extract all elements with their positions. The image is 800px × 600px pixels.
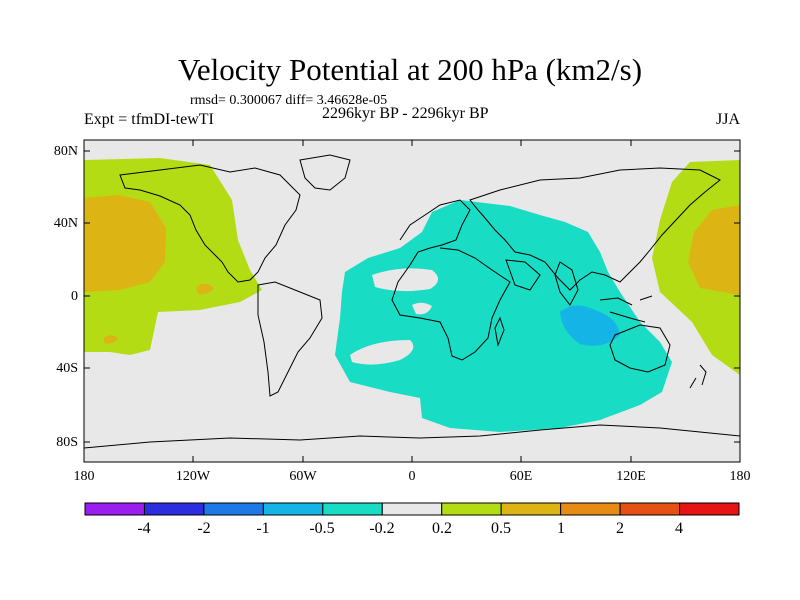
colorbar-label: 1 — [557, 520, 565, 537]
anomaly-gap-tropical-atlantic — [412, 302, 432, 315]
y-tick-label: 80N — [54, 144, 78, 159]
colorbar-box — [381, 502, 443, 516]
colorbar-box — [500, 502, 562, 516]
colorbar-label: 2 — [616, 520, 624, 537]
colorbar-box — [143, 502, 205, 516]
colorbar — [84, 502, 740, 516]
coastlines — [84, 154, 740, 449]
x-tick-label: 60E — [510, 469, 533, 484]
x-tick-label: 120E — [616, 469, 646, 484]
colorbar-box — [262, 502, 324, 516]
colorbar-box — [203, 502, 264, 516]
negative-anomaly-core — [560, 305, 620, 346]
x-tick-label: 180 — [730, 469, 751, 484]
stats-label: rmsd= 0.300067 diff= 3.46628e-05 — [190, 93, 388, 108]
colorbar-label: -4 — [137, 520, 150, 537]
colorbar-label: -0.5 — [309, 520, 334, 537]
x-tick-label: 180 — [74, 469, 95, 484]
positive-anomaly-west-core — [84, 195, 166, 292]
positive-anomaly-east-core — [688, 205, 740, 295]
axis-ticks — [83, 140, 741, 462]
colorbar-box — [679, 502, 740, 516]
colorbar-label: 4 — [675, 520, 683, 537]
period-label: 2296kyr BP - 2296kyr BP — [322, 105, 489, 122]
negative-anomaly — [335, 200, 672, 432]
y-tick-label: 80S — [56, 435, 78, 450]
y-tick-label: 0 — [71, 289, 78, 304]
colorbar-box — [84, 502, 145, 516]
plot-title: Velocity Potential at 200 hPa (km2/s) — [177, 52, 643, 87]
positive-anomaly-west-spot — [196, 283, 214, 295]
colorbar-box — [322, 502, 383, 516]
positive-anomaly-west-spot-2 — [104, 335, 118, 344]
colorbar-label: -1 — [256, 520, 269, 537]
colorbar-labels: -4 -2 -1 -0.5 -0.2 0.2 0.5 1 2 4 — [137, 520, 683, 537]
anomaly-gap-south-atlantic — [350, 340, 414, 365]
experiment-label: Expt = tfmDI-tewTI — [84, 111, 214, 128]
season-label: JJA — [716, 111, 741, 128]
colorbar-label: 0.5 — [491, 520, 511, 537]
x-tick-label: 120W — [176, 469, 211, 484]
anomaly-gap-north-atlantic — [372, 268, 439, 292]
x-tick-label: 0 — [409, 469, 416, 484]
x-tick-label: 60W — [289, 469, 317, 484]
colorbar-box — [441, 502, 502, 516]
colorbar-box — [619, 502, 681, 516]
colorbar-label: -2 — [197, 520, 210, 537]
y-tick-label: 40N — [54, 216, 78, 231]
colorbar-box — [560, 502, 621, 516]
colorbar-label: -0.2 — [369, 520, 394, 537]
y-tick-label: 40S — [56, 361, 78, 376]
colorbar-label: 0.2 — [432, 520, 452, 537]
